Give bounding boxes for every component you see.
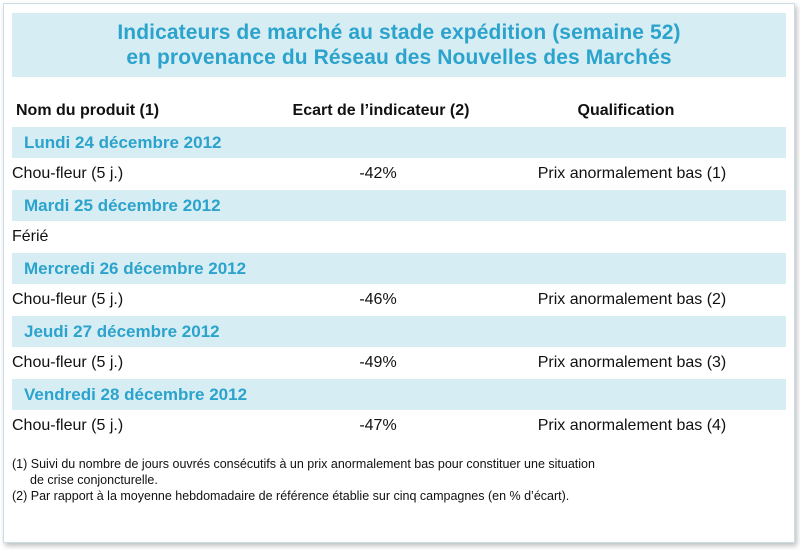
header-indicator: Ecart de l’indicateur (2) xyxy=(292,102,470,119)
indicator-cell: -46% xyxy=(359,291,397,308)
qualification-cell: Prix anormalement bas (3) xyxy=(537,354,727,371)
product-cell: Chou-fleur (5 j.) xyxy=(12,291,124,308)
title-band: Indicateurs de marché au stade expéditio… xyxy=(12,13,786,77)
day-header-monday: Lundi 24 décembre 2012 xyxy=(12,127,786,158)
header-qualification: Qualification xyxy=(577,102,675,119)
footnote-1-line-2: de crise conjoncturelle. xyxy=(30,473,158,487)
market-indicator-panel: Indicateurs de marché au stade expéditio… xyxy=(3,3,795,543)
product-cell: Férié xyxy=(12,228,49,245)
header-product: Nom du produit (1) xyxy=(16,102,160,119)
day-header-wednesday: Mercredi 26 décembre 2012 xyxy=(12,253,786,284)
footnote-1-line-1: (1) Suivi du nombre de jours ouvrés cons… xyxy=(12,457,595,471)
qualification-cell: Prix anormalement bas (4) xyxy=(537,417,727,434)
day-header-friday: Vendredi 28 décembre 2012 xyxy=(12,379,786,410)
title-line-2: en provenance du Réseau des Nouvelles de… xyxy=(126,46,672,69)
table-row: Chou-fleur (5 j.) -49% Prix anormalement… xyxy=(12,347,786,379)
indicator-cell: -42% xyxy=(359,165,397,182)
day-header-tuesday: Mardi 25 décembre 2012 xyxy=(12,190,786,221)
indicator-cell: -47% xyxy=(359,417,397,434)
table-row: Férié xyxy=(12,221,786,253)
indicator-cell: -49% xyxy=(359,354,397,371)
product-cell: Chou-fleur (5 j.) xyxy=(12,354,124,371)
qualification-cell: Prix anormalement bas (2) xyxy=(537,291,727,308)
day-header-thursday: Jeudi 27 décembre 2012 xyxy=(12,316,786,347)
product-cell: Chou-fleur (5 j.) xyxy=(12,417,124,434)
column-headers: Nom du produit (1) Ecart de l’indicateur… xyxy=(12,99,786,123)
footnote-2: (2) Par rapport à la moyenne hebdomadair… xyxy=(12,489,570,503)
table-row: Chou-fleur (5 j.) -42% Prix anormalement… xyxy=(12,158,786,190)
indicator-table: Lundi 24 décembre 2012 Chou-fleur (5 j.)… xyxy=(12,127,786,442)
table-row: Chou-fleur (5 j.) -46% Prix anormalement… xyxy=(12,284,786,316)
footnotes: (1) Suivi du nombre de jours ouvrés cons… xyxy=(12,456,786,504)
table-row: Chou-fleur (5 j.) -47% Prix anormalement… xyxy=(12,410,786,442)
qualification-cell: Prix anormalement bas (1) xyxy=(537,165,727,182)
title-line-1: Indicateurs de marché au stade expéditio… xyxy=(117,21,681,44)
product-cell: Chou-fleur (5 j.) xyxy=(12,165,124,182)
